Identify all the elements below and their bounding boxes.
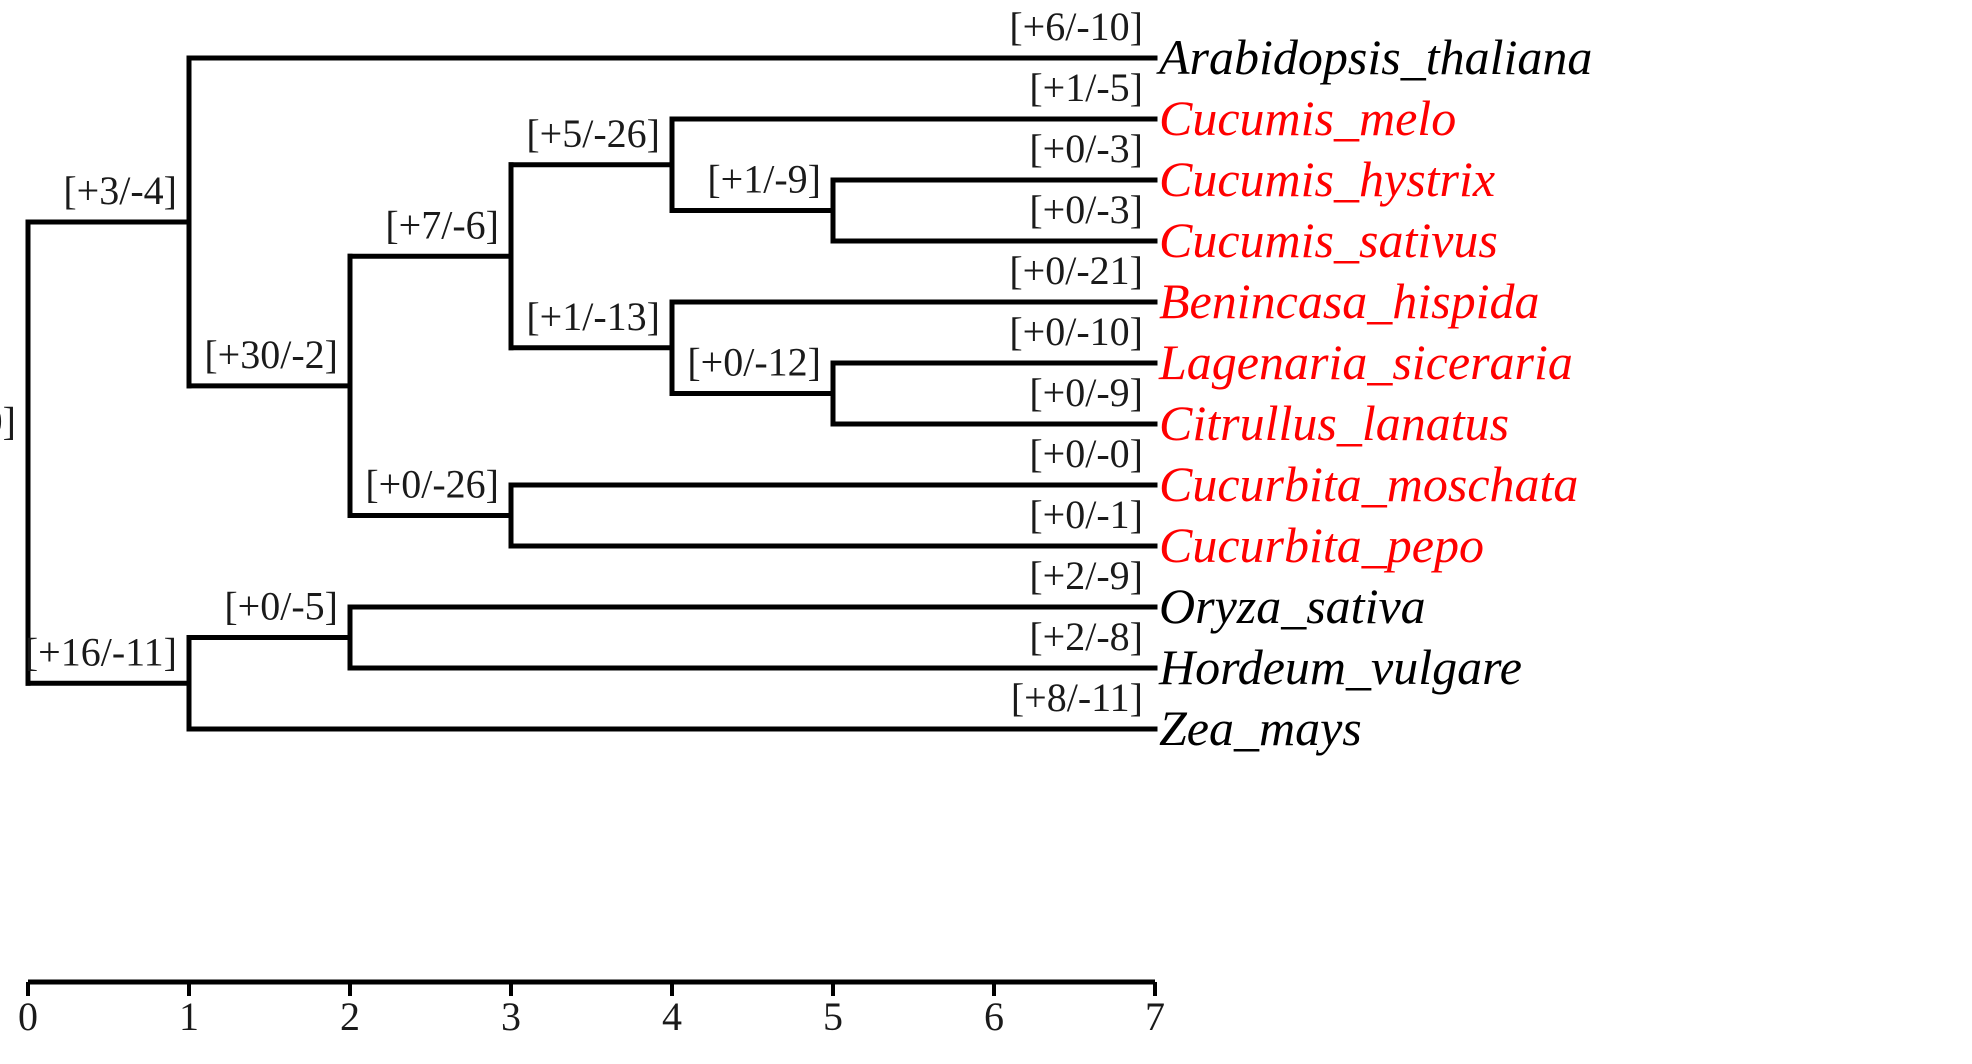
branch-label-Oryza_sativa: [+2/-9] <box>1029 553 1143 598</box>
branch-label-Cucumis_hystrix: [+0/-3] <box>1029 126 1143 171</box>
branch-label-n4: [+5/-26] <box>526 111 660 156</box>
branch-label-Cucumis_melo: [+1/-5] <box>1029 65 1143 110</box>
branch-label-Benincasa_hispida: [+0/-21] <box>1009 248 1143 293</box>
branch-label-n7: [+0/-12] <box>687 340 821 385</box>
axis-tick-label-1: 1 <box>179 994 199 1039</box>
branch-label-n8: [+0/-26] <box>365 462 499 507</box>
tree-branches <box>25 55 1158 732</box>
taxon-Hordeum_vulgare: Hordeum_vulgare <box>1158 639 1522 695</box>
taxon-labels: Arabidopsis_thalianaCucumis_meloCucumis_… <box>1156 29 1592 756</box>
taxon-Cucumis_sativus: Cucumis_sativus <box>1159 212 1498 268</box>
branch-label-n6: [+1/-13] <box>526 294 660 339</box>
taxon-Cucumis_melo: Cucumis_melo <box>1159 90 1456 146</box>
axis-tick-label-4: 4 <box>662 994 682 1039</box>
branch-label-root: [+19/-0] <box>0 399 16 444</box>
branch-label-Zea_mays: [+8/-11] <box>1011 675 1143 720</box>
axis-tick-label-3: 3 <box>501 994 521 1039</box>
branch-label-Citrullus_lanatus: [+0/-9] <box>1029 370 1143 415</box>
axis-tick-label-5: 5 <box>823 994 843 1039</box>
branch-label-Cucumis_sativus: [+0/-3] <box>1029 187 1143 232</box>
branch-label-Lagenaria_siceraria: [+0/-10] <box>1009 309 1143 354</box>
branch-label-Hordeum_vulgare: [+2/-8] <box>1029 614 1143 659</box>
axis-tick-label-6: 6 <box>984 994 1004 1039</box>
taxon-Benincasa_hispida: Benincasa_hispida <box>1159 273 1540 329</box>
branch-label-n1: [+3/-4] <box>63 168 177 213</box>
branch-labels: [+19/-0] [+3/-4] [+6/-10] [+30/-2] [+7/-6] [+… <box>0 4 1143 720</box>
branch-label-n5: [+1/-9] <box>707 157 821 202</box>
taxon-Oryza_sativa: Oryza_sativa <box>1159 578 1426 634</box>
taxon-Lagenaria_siceraria: Lagenaria_siceraria <box>1158 334 1573 390</box>
axis-tick-label-2: 2 <box>340 994 360 1039</box>
branch-label-n10: [+0/-5] <box>224 584 338 629</box>
branch-label-Arabidopsis_thaliana: [+6/-10] <box>1009 4 1143 49</box>
branch-label-n2: [+30/-2] <box>204 332 338 377</box>
scale-axis: 0 1 2 3 4 5 6 7 <box>18 979 1165 1039</box>
taxon-Zea_mays: Zea_mays <box>1159 700 1362 756</box>
taxon-Cucurbita_moschata: Cucurbita_moschata <box>1159 456 1578 512</box>
branch-label-n3: [+7/-6] <box>385 202 499 247</box>
axis-tick-label-0: 0 <box>18 994 38 1039</box>
branch-label-n9: [+16/-11] <box>25 629 177 674</box>
branch-label-Cucurbita_pepo: [+0/-1] <box>1029 492 1143 537</box>
branch-label-Cucurbita_moschata: [+0/-0] <box>1029 431 1143 476</box>
axis-tick-label-7: 7 <box>1145 994 1165 1039</box>
taxon-Arabidopsis_thaliana: Arabidopsis_thaliana <box>1156 29 1592 85</box>
taxon-Cucurbita_pepo: Cucurbita_pepo <box>1159 517 1484 573</box>
taxon-Citrullus_lanatus: Citrullus_lanatus <box>1159 395 1509 451</box>
taxon-Cucumis_hystrix: Cucumis_hystrix <box>1159 151 1495 207</box>
